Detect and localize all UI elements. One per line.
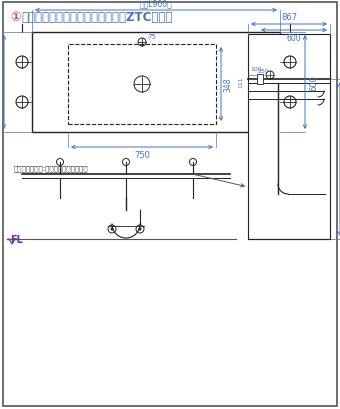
Text: 75: 75	[147, 34, 156, 40]
Text: 600: 600	[287, 34, 301, 43]
Text: 750: 750	[134, 151, 150, 160]
Bar	[68, 45, 216, 125]
Text: 100: 100	[250, 67, 261, 72]
Text: 250: 250	[258, 69, 270, 74]
Text: 348: 348	[223, 78, 232, 92]
Circle shape	[110, 228, 114, 231]
Text: ポストフォーム洗面カウンター　ZTCタイプ: ポストフォーム洗面カウンター ZTCタイプ	[21, 11, 172, 24]
Bar	[257, 75, 263, 85]
Text: FL: FL	[10, 234, 23, 245]
Text: 111: 111	[238, 76, 243, 88]
Bar	[32, 33, 280, 133]
Circle shape	[138, 228, 141, 231]
Text: 取付位置の目安:カウンター手前端より: 取付位置の目安:カウンター手前端より	[14, 165, 89, 172]
Text: 600: 600	[309, 75, 318, 91]
Text: 最小L900～: 最小L900～	[140, 0, 172, 8]
Bar	[248, 35, 330, 239]
Text: 867: 867	[281, 13, 297, 22]
Text: ①: ①	[10, 11, 21, 24]
